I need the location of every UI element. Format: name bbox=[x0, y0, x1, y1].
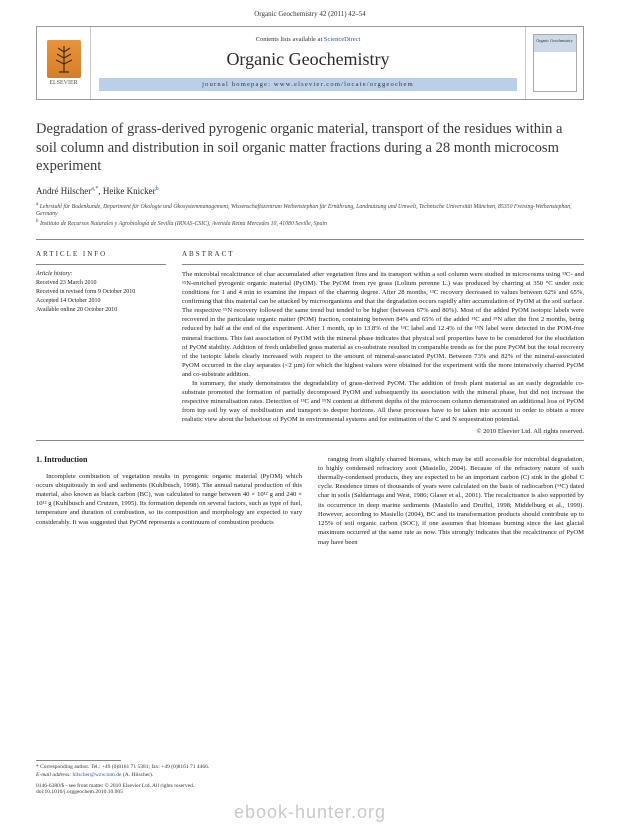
affiliation-a-text: Lehrstuhl für Bodenkunde, Department für… bbox=[36, 204, 572, 218]
elsevier-tree-icon bbox=[47, 40, 81, 78]
history-online: Available online 20 October 2010 bbox=[36, 306, 166, 315]
doi-block: 0146-6380/$ - see front matter © 2010 El… bbox=[36, 783, 584, 795]
footnote-corresp: * Corresponding author. Tel.: +49 (0)816… bbox=[36, 764, 584, 771]
intro-col-right: ranging from slightly charred biomass, w… bbox=[318, 455, 584, 547]
abstract-p2: In summary, the study demonstrates the d… bbox=[182, 379, 584, 424]
corresponding-footnote: * Corresponding author. Tel.: +49 (0)816… bbox=[36, 764, 584, 779]
doi-text: doi:10.1016/j.orggeochem.2010.10.005 bbox=[36, 789, 584, 795]
article-info-head: ARTICLE INFO bbox=[36, 244, 166, 262]
footer-block: * Corresponding author. Tel.: +49 (0)816… bbox=[36, 757, 584, 795]
info-rule bbox=[36, 264, 166, 265]
article-info-col: ARTICLE INFO Article history: Received 2… bbox=[36, 244, 166, 436]
divider-top bbox=[36, 239, 584, 240]
publisher-name: ELSEVIER bbox=[49, 80, 77, 86]
affiliation-a: a Lehrstuhl für Bodenkunde, Department f… bbox=[36, 202, 584, 220]
sciencedirect-link[interactable]: ScienceDirect bbox=[324, 36, 360, 43]
email-suffix: (A. Hilscher). bbox=[123, 772, 153, 778]
copyright-line: © 2010 Elsevier Ltd. All rights reserved… bbox=[182, 427, 584, 436]
abstract-body: The microbial recalcitrance of char accu… bbox=[182, 267, 584, 436]
authors-line: André Hilschera,*, Heike Knickerb bbox=[36, 186, 584, 196]
contents-text: Contents lists available at bbox=[256, 36, 323, 43]
journal-name: Organic Geochemistry bbox=[226, 49, 389, 70]
history-accepted: Accepted 14 October 2010 bbox=[36, 297, 166, 306]
author-2: , Heike Knicker bbox=[98, 186, 155, 196]
cover-image: Organic Geochemistry bbox=[533, 34, 577, 92]
article-title: Degradation of grass-derived pyrogenic o… bbox=[36, 120, 584, 176]
abstract-head: ABSTRACT bbox=[182, 244, 584, 262]
info-abstract-row: ARTICLE INFO Article history: Received 2… bbox=[36, 244, 584, 436]
watermark: ebook-hunter.org bbox=[0, 802, 620, 823]
article-history: Article history: Received 23 March 2010 … bbox=[36, 267, 166, 318]
abstract-rule bbox=[182, 264, 584, 265]
journal-header-box: ELSEVIER Contents lists available at Sci… bbox=[36, 26, 584, 100]
intro-text-right: ranging from slightly charred biomass, w… bbox=[318, 455, 584, 547]
footnote-email-line: E-mail address: hilscher@wzw.tum.de (A. … bbox=[36, 772, 584, 779]
contents-line: Contents lists available at ScienceDirec… bbox=[256, 36, 361, 43]
intro-columns: 1. Introduction Incomplete combustion of… bbox=[36, 455, 584, 547]
journal-cover-thumb: Organic Geochemistry bbox=[525, 27, 583, 99]
journal-center: Contents lists available at ScienceDirec… bbox=[91, 27, 525, 99]
journal-homepage: journal homepage: www.elsevier.com/locat… bbox=[99, 78, 517, 91]
abstract-p1: The microbial recalcitrance of char accu… bbox=[182, 270, 584, 379]
affiliations: a Lehrstuhl für Bodenkunde, Department f… bbox=[36, 202, 584, 229]
author-2-sup: b bbox=[156, 186, 159, 192]
footnote-rule bbox=[36, 760, 121, 761]
email-link[interactable]: hilscher@wzw.tum.de bbox=[72, 772, 121, 778]
publisher-logo: ELSEVIER bbox=[37, 27, 91, 99]
divider-bottom bbox=[36, 440, 584, 441]
intro-text-left: Incomplete combustion of vegetation resu… bbox=[36, 472, 302, 527]
history-label: Article history: bbox=[36, 270, 166, 279]
history-revised: Received in revised form 9 October 2010 bbox=[36, 288, 166, 297]
author-1: André Hilscher bbox=[36, 186, 91, 196]
intro-p1: Incomplete combustion of vegetation resu… bbox=[36, 472, 302, 527]
intro-col-left: 1. Introduction Incomplete combustion of… bbox=[36, 455, 302, 547]
affiliation-b-text: Instituto de Recursos Naturales y Agrobi… bbox=[40, 221, 327, 227]
email-label: E-mail address: bbox=[36, 772, 71, 778]
header-citation: Organic Geochemistry 42 (2011) 42–54 bbox=[0, 0, 620, 26]
intro-heading: 1. Introduction bbox=[36, 455, 302, 464]
history-received: Received 23 March 2010 bbox=[36, 279, 166, 288]
affiliation-b: b Instituto de Recursos Naturales y Agro… bbox=[36, 219, 584, 229]
intro-p2: ranging from slightly charred biomass, w… bbox=[318, 455, 584, 547]
abstract-col: ABSTRACT The microbial recalcitrance of … bbox=[182, 244, 584, 436]
